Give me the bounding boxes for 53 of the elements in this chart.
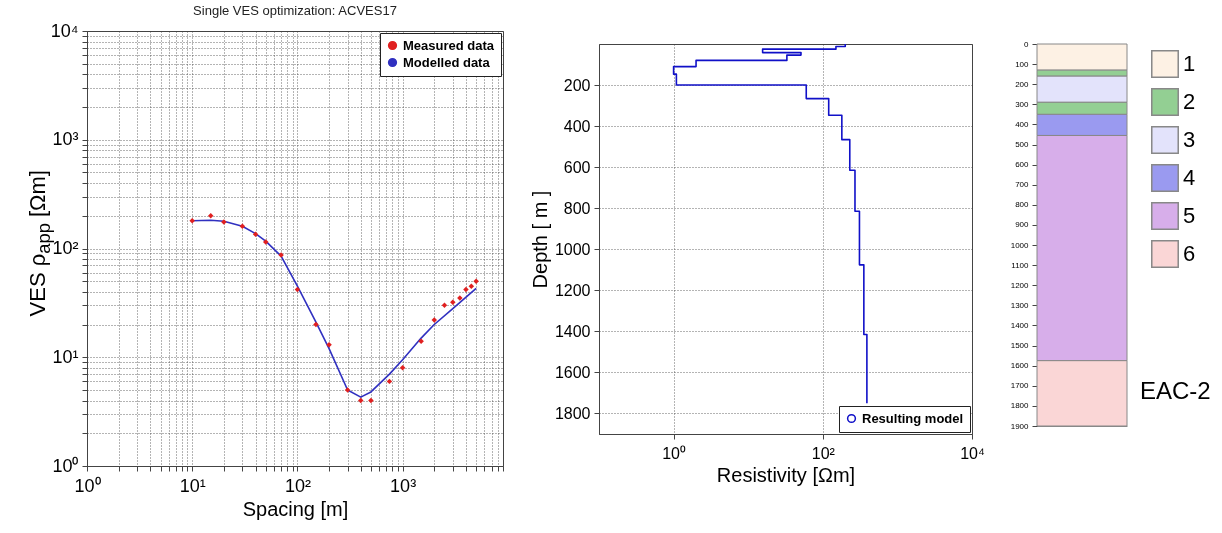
x-tick-label: 10² bbox=[811, 444, 836, 462]
y-tick-label: 600 bbox=[1015, 160, 1030, 170]
y-tick-label: 1000 bbox=[554, 240, 591, 258]
y-tick-label: 10⁴ bbox=[50, 20, 79, 41]
legend-label: 1 bbox=[1183, 51, 1196, 76]
x-tick-label: 10⁴ bbox=[960, 444, 985, 462]
y-tick-label: 10¹ bbox=[52, 346, 79, 367]
x-tick-label: 10³ bbox=[390, 475, 417, 496]
y-tick-label: 1000 bbox=[1010, 240, 1030, 250]
text: EAC-2 bbox=[1140, 377, 1211, 405]
y-tick-label: 1400 bbox=[1010, 320, 1030, 330]
x-tick-label: 10⁰ bbox=[662, 444, 686, 462]
y-tick-label: 1200 bbox=[554, 281, 591, 299]
y-tick-label: 400 bbox=[1015, 119, 1030, 129]
y-tick-label: 10³ bbox=[52, 129, 79, 150]
y-tick-label: 1500 bbox=[1010, 341, 1030, 351]
y-tick-label: 1200 bbox=[1010, 280, 1030, 290]
y-tick-label: 500 bbox=[1015, 140, 1030, 150]
legend-label: 5 bbox=[1183, 203, 1196, 228]
y-tick-label: 1600 bbox=[554, 363, 591, 381]
y-tick-label: 100 bbox=[1015, 59, 1030, 69]
y-tick-label: 1400 bbox=[554, 322, 591, 340]
y-tick-label: 800 bbox=[563, 199, 591, 217]
y-tick-label: 600 bbox=[563, 158, 591, 176]
y-tick-label: 1900 bbox=[1010, 421, 1030, 431]
y-tick-label: 1800 bbox=[1010, 401, 1030, 411]
y-tick-label: 1800 bbox=[554, 404, 591, 422]
x-axis-title: Spacing [m] bbox=[242, 497, 349, 520]
y-tick-label: 200 bbox=[563, 76, 591, 94]
y-tick-label: 900 bbox=[1015, 220, 1030, 230]
legend-label: 2 bbox=[1183, 89, 1196, 114]
y-tick-label: 0 bbox=[1024, 39, 1030, 49]
y-tick-label: 200 bbox=[1015, 79, 1030, 89]
y-tick-label: 700 bbox=[1015, 180, 1030, 190]
legend-label: 4 bbox=[1183, 165, 1196, 190]
y-tick-label: 1300 bbox=[1010, 300, 1030, 310]
x-tick-label: 10⁰ bbox=[74, 475, 101, 496]
y-tick-label: 400 bbox=[563, 117, 591, 135]
legend-label: Modelled data bbox=[403, 54, 491, 70]
y-tick-label: 300 bbox=[1015, 99, 1030, 109]
y-tick-label: 800 bbox=[1015, 200, 1030, 210]
y-tick-label: 1700 bbox=[1010, 381, 1030, 391]
y-tick-label: 1600 bbox=[1010, 361, 1030, 371]
x-axis-title: Resistivity [Ωm] bbox=[716, 463, 856, 486]
x-tick-label: 10² bbox=[284, 475, 311, 496]
y-axis-title: Depth [ m ] bbox=[528, 190, 551, 289]
y-tick-label: 1100 bbox=[1011, 260, 1030, 270]
chart-title: Single VES optimization: ACVES17 bbox=[193, 3, 397, 18]
legend-label: Resulting model bbox=[862, 410, 964, 426]
x-tick-label: 10¹ bbox=[179, 475, 206, 496]
legend-label: Measured data bbox=[403, 37, 495, 53]
legend-label: 6 bbox=[1183, 241, 1196, 266]
legend-label: 3 bbox=[1183, 127, 1196, 152]
